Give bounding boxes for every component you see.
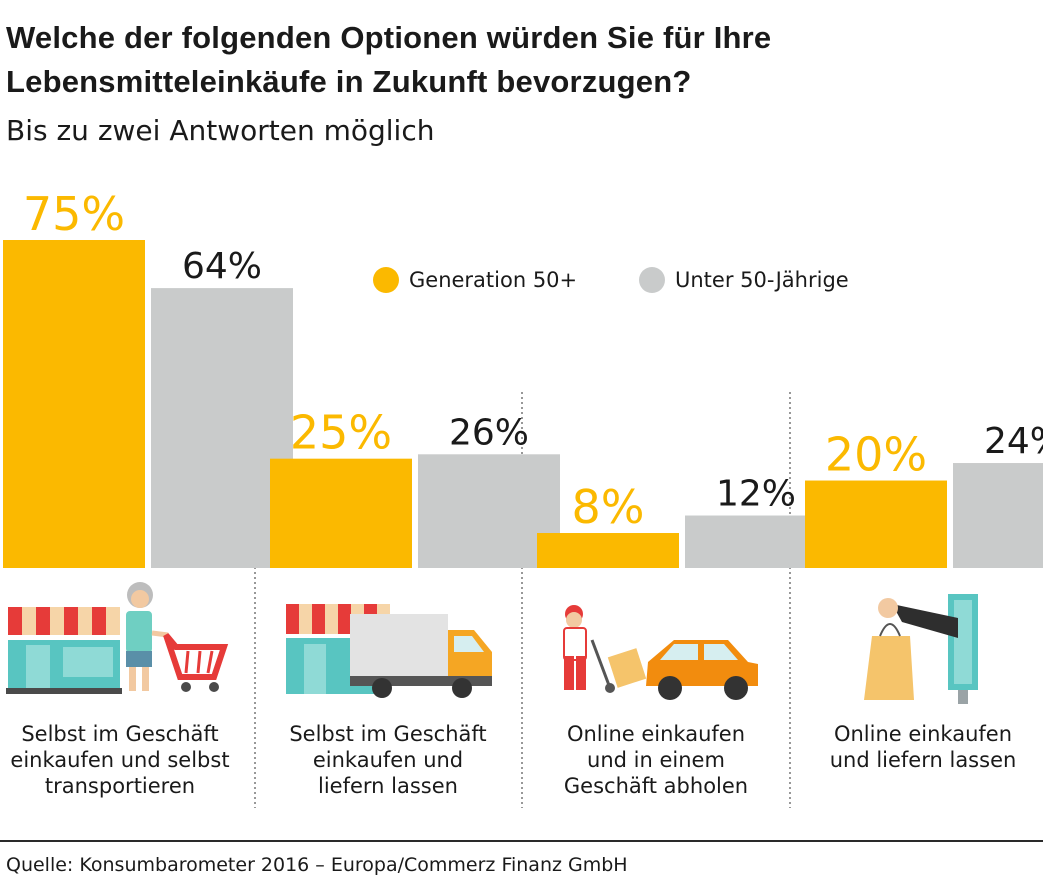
bar-under50-3 [685,515,827,568]
value-label-gen50-4: 20% [825,428,927,482]
category-1-line-2: einkaufen und selbst [10,748,230,772]
value-label-under50-4: 24% [984,421,1043,462]
category-label-2: Selbst im Geschäft einkaufen und liefern… [268,721,508,799]
category-4-line-2: und liefern lassen [829,748,1017,772]
category-label-1: Selbst im Geschäft einkaufen und selbst … [0,721,240,799]
bar-gen50-4 [805,480,947,568]
group-dividers [254,392,791,808]
category-4-line-1: Online einkaufen [833,722,1013,746]
bar-under50-2 [418,454,560,568]
icons [6,582,978,704]
source-note: Quelle: Konsumbarometer 2016 – Europa/Co… [6,854,628,876]
bar-gen50-1 [3,240,145,568]
click-collect-car-icon [563,605,758,700]
value-label-under50-1: 64% [182,246,262,287]
chart-subtitle: Bis zu zwei Antworten möglich [6,114,435,147]
bar-labels: 75% 64% 25% 26% 8% 12% 20% 24% [23,187,1043,534]
shop-shopper-icon [6,582,229,694]
category-2-line-3: liefern lassen [318,774,458,798]
value-label-gen50-2: 25% [290,406,392,460]
legend-swatch-under50 [639,267,665,293]
bars [3,240,1043,568]
category-2-line-1: Selbst im Geschäft [289,722,487,746]
category-2-line-2: einkaufen und [312,748,464,772]
category-3-line-1: Online einkaufen [566,722,746,746]
bar-under50-4 [953,463,1043,568]
category-label-4: Online einkaufen und liefern lassen [803,721,1043,773]
bar-gen50-3 [537,533,679,568]
legend-label-under50: Unter 50-Jährige [675,268,849,292]
footer-divider [0,840,1043,842]
value-label-gen50-3: 8% [572,480,645,534]
category-label-3: Online einkaufen und in einem Geschäft a… [536,721,776,799]
category-1-line-1: Selbst im Geschäft [21,722,219,746]
online-shopping-bag-icon [864,594,978,704]
value-label-under50-2: 26% [449,412,529,453]
legend-swatch-gen50 [373,267,399,293]
shop-delivery-truck-icon [286,604,492,698]
bar-gen50-2 [270,458,412,568]
value-label-under50-3: 12% [716,474,796,515]
category-3-line-3: Geschäft abholen [563,774,749,798]
bar-under50-1 [151,288,293,568]
category-3-line-2: und in einem [587,748,725,772]
chart-title: Welche der folgenden Optionen würden Sie… [6,20,772,99]
legend-label-gen50: Generation 50+ [409,268,578,292]
category-1-line-3: transportieren [44,774,196,798]
value-label-gen50-1: 75% [23,187,125,241]
